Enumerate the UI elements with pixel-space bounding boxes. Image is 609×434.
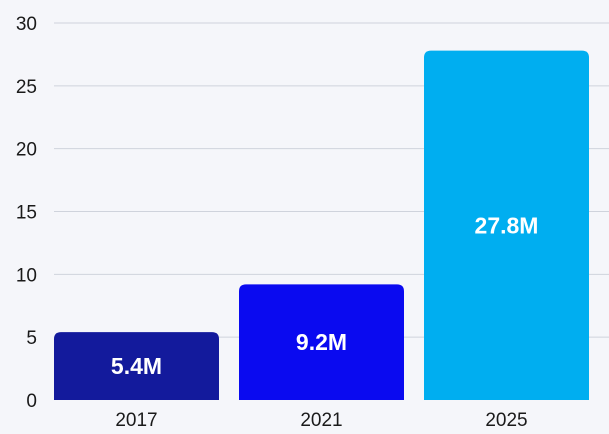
y-tick-label: 15 — [16, 203, 37, 224]
x-axis-ticks: 2017 2021 2025 — [115, 410, 527, 431]
bar-2025 — [424, 50, 589, 400]
y-tick-label: 5 — [26, 328, 37, 349]
x-tick-label: 2025 — [485, 410, 527, 431]
data-label: 27.8M — [475, 212, 539, 238]
y-tick-label: 30 — [16, 14, 37, 35]
x-tick-label: 2017 — [115, 410, 157, 431]
bar-2021 — [239, 284, 404, 400]
x-tick-label: 2021 — [300, 410, 342, 431]
data-label: 9.2M — [296, 329, 347, 355]
data-label: 5.4M — [111, 353, 162, 379]
y-tick-label: 25 — [16, 77, 37, 98]
y-tick-label: 20 — [16, 140, 37, 161]
bars — [54, 50, 589, 400]
y-axis-ticks: 0 5 10 15 20 25 30 — [16, 14, 37, 412]
y-tick-label: 10 — [16, 265, 37, 286]
data-labels: 5.4M 9.2M 27.8M — [111, 212, 539, 379]
y-tick-label: 0 — [26, 391, 37, 412]
bar-2017 — [54, 332, 219, 400]
